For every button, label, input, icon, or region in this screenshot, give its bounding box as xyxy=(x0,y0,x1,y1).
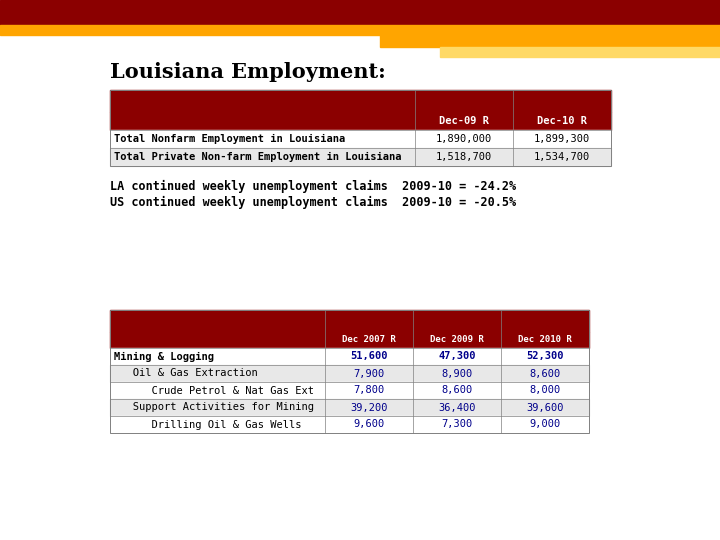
Bar xyxy=(110,130,611,148)
Text: US continued weekly unemployment claims  2009-10 = -20.5%: US continued weekly unemployment claims … xyxy=(110,196,516,209)
Text: 36,400: 36,400 xyxy=(438,402,476,413)
Bar xyxy=(110,365,589,382)
Text: 1,518,700: 1,518,700 xyxy=(436,152,492,162)
Bar xyxy=(110,148,611,166)
Text: 7,900: 7,900 xyxy=(354,368,384,379)
Text: 8,000: 8,000 xyxy=(529,386,561,395)
Text: Crude Petrol & Nat Gas Ext: Crude Petrol & Nat Gas Ext xyxy=(114,386,314,395)
Bar xyxy=(380,35,720,47)
Text: 52,300: 52,300 xyxy=(526,352,564,361)
Text: Dec 2010 R: Dec 2010 R xyxy=(518,335,572,345)
Text: 1,890,000: 1,890,000 xyxy=(436,134,492,144)
Text: 1,899,300: 1,899,300 xyxy=(534,134,590,144)
Text: 8,600: 8,600 xyxy=(441,386,472,395)
Bar xyxy=(110,332,589,348)
Text: Dec 2009 R: Dec 2009 R xyxy=(430,335,484,345)
Text: Dec-10 R: Dec-10 R xyxy=(537,116,587,126)
Bar xyxy=(110,310,589,332)
Text: 51,600: 51,600 xyxy=(350,352,388,361)
Text: Louisiana Employment:: Louisiana Employment: xyxy=(110,62,386,82)
Text: 9,000: 9,000 xyxy=(529,420,561,429)
Bar xyxy=(110,416,589,433)
Text: 1,534,700: 1,534,700 xyxy=(534,152,590,162)
Text: Dec-09 R: Dec-09 R xyxy=(439,116,489,126)
Text: Mining & Logging: Mining & Logging xyxy=(114,352,214,361)
Bar xyxy=(110,399,589,416)
Bar xyxy=(110,382,589,399)
Text: 8,600: 8,600 xyxy=(529,368,561,379)
Text: 8,900: 8,900 xyxy=(441,368,472,379)
Bar xyxy=(440,47,720,57)
Text: Total Nonfarm Employment in Louisiana: Total Nonfarm Employment in Louisiana xyxy=(114,134,346,144)
Bar xyxy=(110,112,611,130)
Bar xyxy=(110,90,611,166)
Text: 39,600: 39,600 xyxy=(526,402,564,413)
Bar xyxy=(110,348,589,365)
Text: Drilling Oil & Gas Wells: Drilling Oil & Gas Wells xyxy=(114,420,302,429)
Text: LA continued weekly unemployment claims  2009-10 = -24.2%: LA continued weekly unemployment claims … xyxy=(110,180,516,193)
Text: Dec 2007 R: Dec 2007 R xyxy=(342,335,396,345)
Text: 7,300: 7,300 xyxy=(441,420,472,429)
Bar xyxy=(110,310,589,433)
Text: 39,200: 39,200 xyxy=(350,402,388,413)
Bar xyxy=(110,90,611,112)
Text: Support Activities for Mining: Support Activities for Mining xyxy=(114,402,314,413)
Bar xyxy=(0,25,720,35)
Text: 9,600: 9,600 xyxy=(354,420,384,429)
Bar xyxy=(0,0,720,25)
Text: Oil & Gas Extraction: Oil & Gas Extraction xyxy=(114,368,258,379)
Text: 47,300: 47,300 xyxy=(438,352,476,361)
Text: 7,800: 7,800 xyxy=(354,386,384,395)
Text: Total Private Non-farm Employment in Louisiana: Total Private Non-farm Employment in Lou… xyxy=(114,152,402,162)
